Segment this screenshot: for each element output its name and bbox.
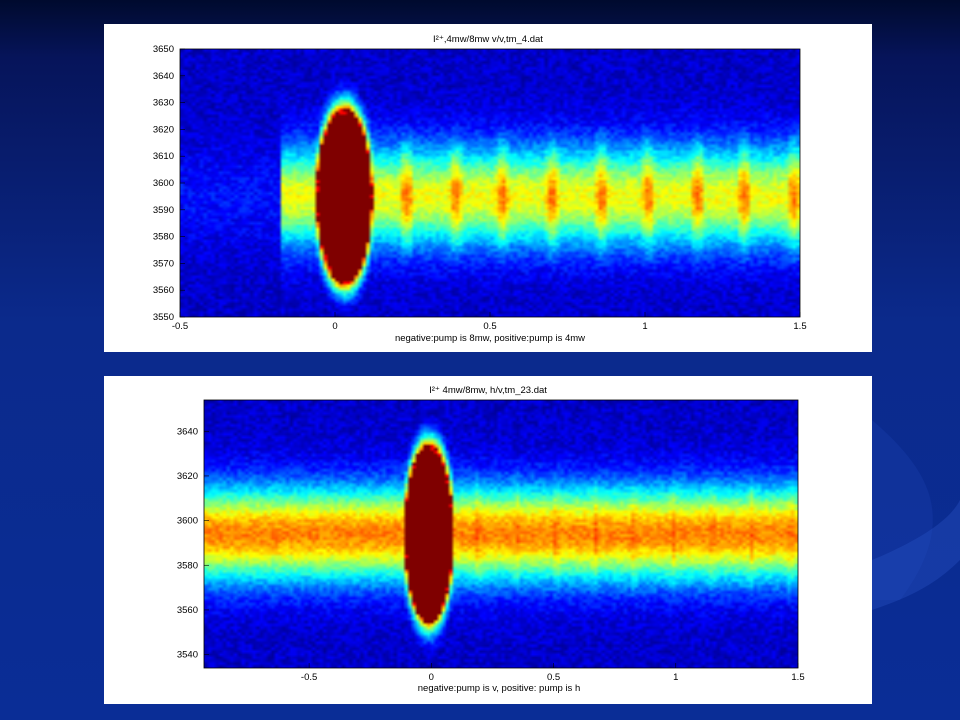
x-tick-label: -0.5 [301,672,317,683]
y-tick-label: 3640 [177,426,198,437]
chart-title: I²⁺ 4mw/8mw, h/v,tm_23.dat [429,385,547,396]
plot-frame [203,399,799,669]
y-tick-label: 3600 [177,516,198,527]
heatmap-image [180,49,800,317]
chart-panel-top: I²⁺,4mw/8mw v/v,tm_4.dat 3550 3560 3570 358… [104,24,872,352]
chart-title: I²⁺,4mw/8mw v/v,tm_4.dat [433,34,543,45]
x-tick-label: 0 [332,321,337,332]
x-tick-label: 0 [429,672,434,683]
y-tick-label: 3630 [153,98,174,109]
x-axis-ticks: -0.5 0 0.5 1 1.5 [172,312,807,332]
y-tick-label: 3550 [153,312,174,323]
x-tick-label: 1.5 [791,672,804,683]
y-tick-label: 3560 [153,285,174,296]
y-tick-label: 3650 [153,44,174,55]
x-axis-ticks: -0.5 0 0.5 1 1.5 [301,663,805,683]
y-tick-label: 3620 [177,471,198,482]
x-tick-label: -0.5 [172,321,188,332]
chart-top: I²⁺,4mw/8mw v/v,tm_4.dat 3550 3560 3570 358… [153,34,807,344]
y-axis-ticks: 3540 3560 3580 3600 3620 3640 [177,426,209,661]
x-tick-label: 1.5 [793,321,806,332]
x-axis-label: negative:pump is 8mw, positive:pump is 4… [395,333,585,344]
y-tick-label: 3570 [153,258,174,269]
y-tick-label: 3610 [153,151,174,162]
chart-panel-bottom: I²⁺ 4mw/8mw, h/v,tm_23.dat 3540 3560 3580 3… [104,376,872,704]
y-axis-ticks: 3550 3560 3570 3580 3590 3600 3610 3620 3630 3640… [153,44,185,323]
y-tick-label: 3640 [153,71,174,82]
x-tick-label: 1 [673,672,678,683]
y-tick-label: 3560 [177,605,198,616]
x-tick-label: 0.5 [547,672,560,683]
y-tick-label: 3580 [177,560,198,571]
y-tick-label: 3580 [153,232,174,243]
x-tick-label: 1 [642,321,647,332]
x-axis-label: negative:pump is v, positive: pump is h [418,683,580,694]
y-tick-label: 3590 [153,205,174,216]
x-tick-label: 0.5 [483,321,496,332]
chart-bottom: I²⁺ 4mw/8mw, h/v,tm_23.dat 3540356035803… [177,385,805,694]
heatmap-image [204,400,798,668]
y-tick-label: 3540 [177,650,198,661]
y-tick-label: 3600 [153,178,174,189]
y-tick-label: 3620 [153,124,174,135]
